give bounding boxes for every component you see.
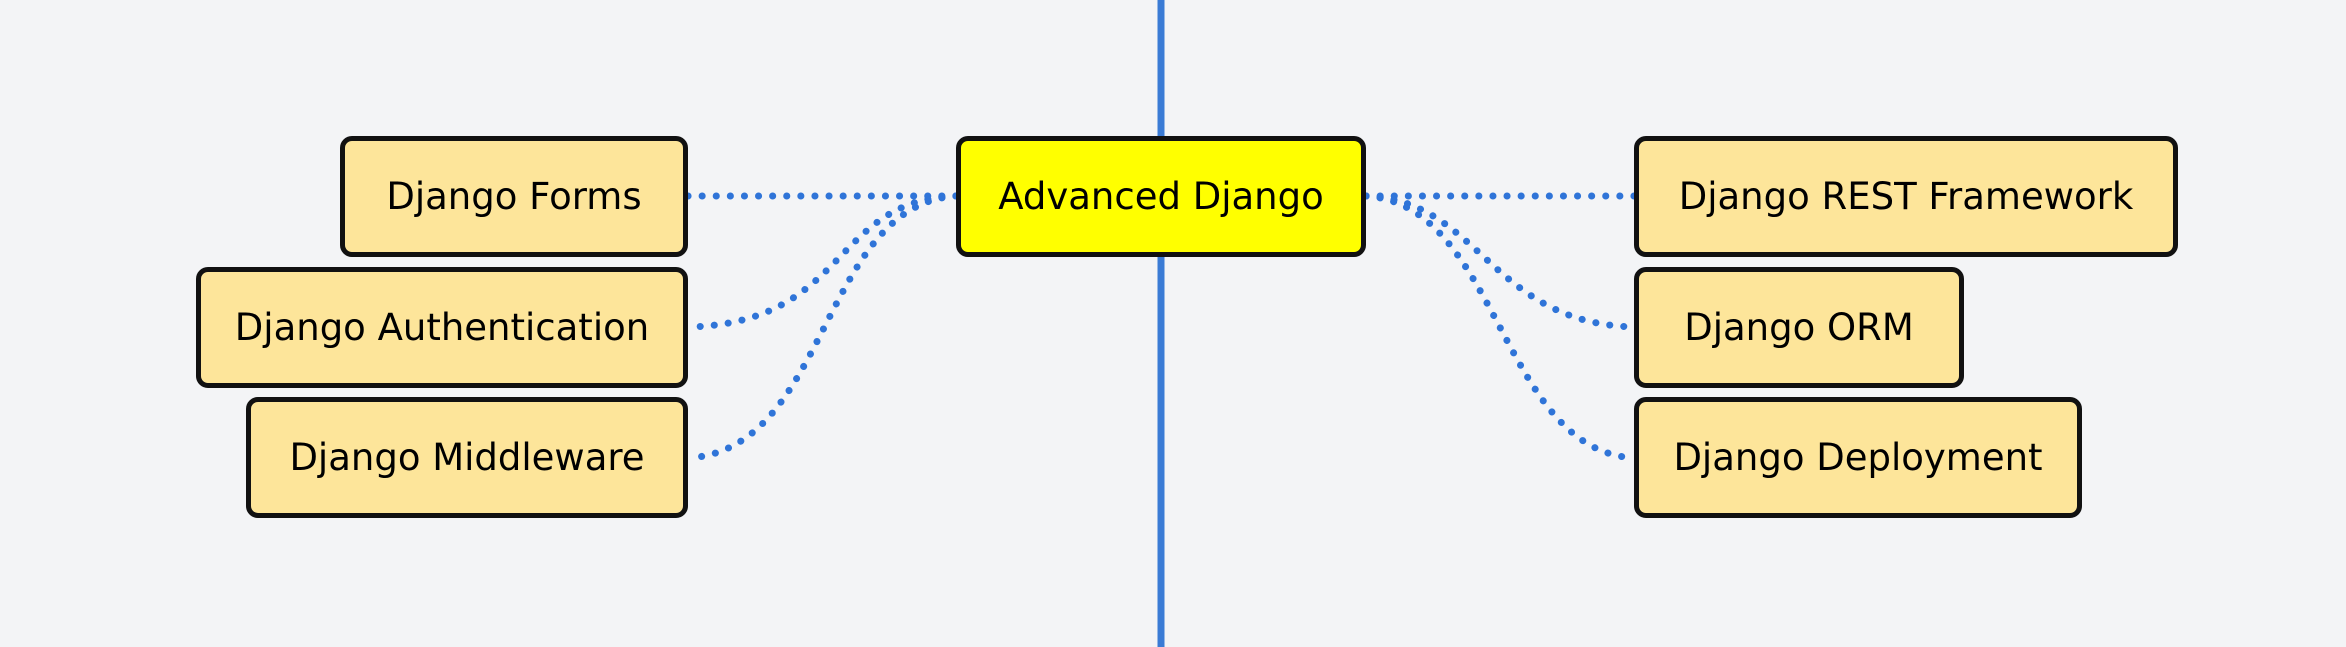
node-label: Django Forms	[386, 175, 642, 218]
node-django-deployment[interactable]: Django Deployment	[1634, 397, 2082, 518]
node-django-rest-framework[interactable]: Django REST Framework	[1634, 136, 2178, 257]
connector-middleware	[684, 192, 960, 462]
node-label: Django REST Framework	[1678, 175, 2134, 218]
node-django-middleware[interactable]: Django Middleware	[246, 397, 688, 518]
node-label: Django Deployment	[1673, 436, 2043, 479]
node-django-forms[interactable]: Django Forms	[340, 136, 688, 257]
center-node[interactable]: Advanced Django	[956, 136, 1366, 257]
node-label: Django ORM	[1684, 306, 1914, 349]
node-label: Django Middleware	[289, 436, 645, 479]
node-label: Django Authentication	[234, 306, 650, 349]
center-node-label: Advanced Django	[998, 175, 1324, 218]
connector-orm	[1362, 192, 1638, 331]
connector-deployment	[1362, 192, 1638, 462]
node-django-orm[interactable]: Django ORM	[1634, 267, 1964, 388]
node-django-authentication[interactable]: Django Authentication	[196, 267, 688, 388]
connector-authentication	[684, 192, 960, 331]
